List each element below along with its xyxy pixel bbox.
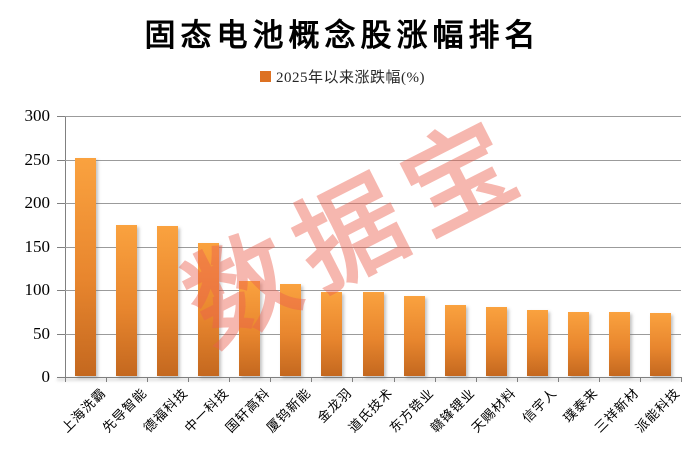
chart-bar — [567, 312, 589, 376]
y-axis-label: 250 — [24, 149, 51, 169]
chart-bar — [403, 296, 425, 376]
y-axis-tick — [57, 203, 65, 204]
x-axis-tick — [393, 377, 395, 382]
x-axis-tick — [65, 377, 66, 382]
y-axis-tick — [57, 246, 65, 248]
legend-swatch-icon — [260, 71, 271, 82]
x-axis-label-text: 派能科技 — [632, 385, 684, 436]
x-axis-tick — [352, 377, 354, 382]
x-axis-tick — [434, 377, 436, 382]
chart-bar — [116, 225, 138, 376]
chart-bar — [321, 292, 343, 376]
y-axis-label: 100 — [24, 280, 51, 299]
y-axis-tick — [57, 333, 65, 335]
x-axis-tick — [106, 377, 108, 382]
chart-bar — [280, 284, 302, 376]
y-axis-label: 50 — [33, 323, 50, 343]
x-axis-tick — [188, 377, 190, 382]
gridline — [65, 116, 681, 117]
x-axis-tick — [147, 377, 149, 382]
gridline — [65, 203, 681, 204]
y-axis-label: 300 — [24, 106, 51, 125]
chart-bar — [608, 312, 630, 376]
y-axis-label: 150 — [24, 236, 51, 256]
legend: 2025年以来涨跌幅(%) — [0, 66, 685, 87]
chart-bar — [526, 310, 548, 376]
x-axis-tick — [475, 377, 477, 382]
x-axis-tick — [229, 377, 231, 382]
chart-bar — [649, 313, 671, 376]
gridline — [65, 290, 681, 291]
x-axis-tick — [516, 377, 518, 382]
chart-title: 固态电池概念股涨幅排名 — [144, 18, 541, 53]
chart-bar — [444, 305, 466, 376]
plot-area — [57, 116, 681, 378]
chart-bar — [75, 158, 97, 376]
legend-label: 2025年以来涨跌幅(%) — [276, 70, 425, 86]
y-axis-label: 200 — [24, 193, 51, 212]
x-axis-label: 派能科技 — [500, 383, 683, 435]
x-axis-tick — [598, 377, 600, 382]
chart-bar — [157, 226, 179, 376]
x-axis-tick — [639, 377, 641, 382]
x-axis-tick — [270, 377, 272, 382]
x-axis-tick — [311, 377, 313, 382]
x-axis-tick — [557, 377, 559, 382]
y-axis-label: 0 — [41, 367, 51, 386]
y-axis-tick — [57, 159, 65, 161]
chart-bar — [198, 243, 220, 376]
gridline — [65, 159, 681, 161]
x-axis-line — [57, 377, 681, 378]
x-axis-tick — [681, 377, 682, 382]
chart-bar — [485, 307, 507, 376]
gridline — [65, 246, 681, 248]
chart-bar — [362, 292, 384, 376]
chart-bar — [239, 281, 261, 376]
y-axis-tick — [57, 116, 65, 117]
y-axis-tick — [57, 290, 65, 291]
